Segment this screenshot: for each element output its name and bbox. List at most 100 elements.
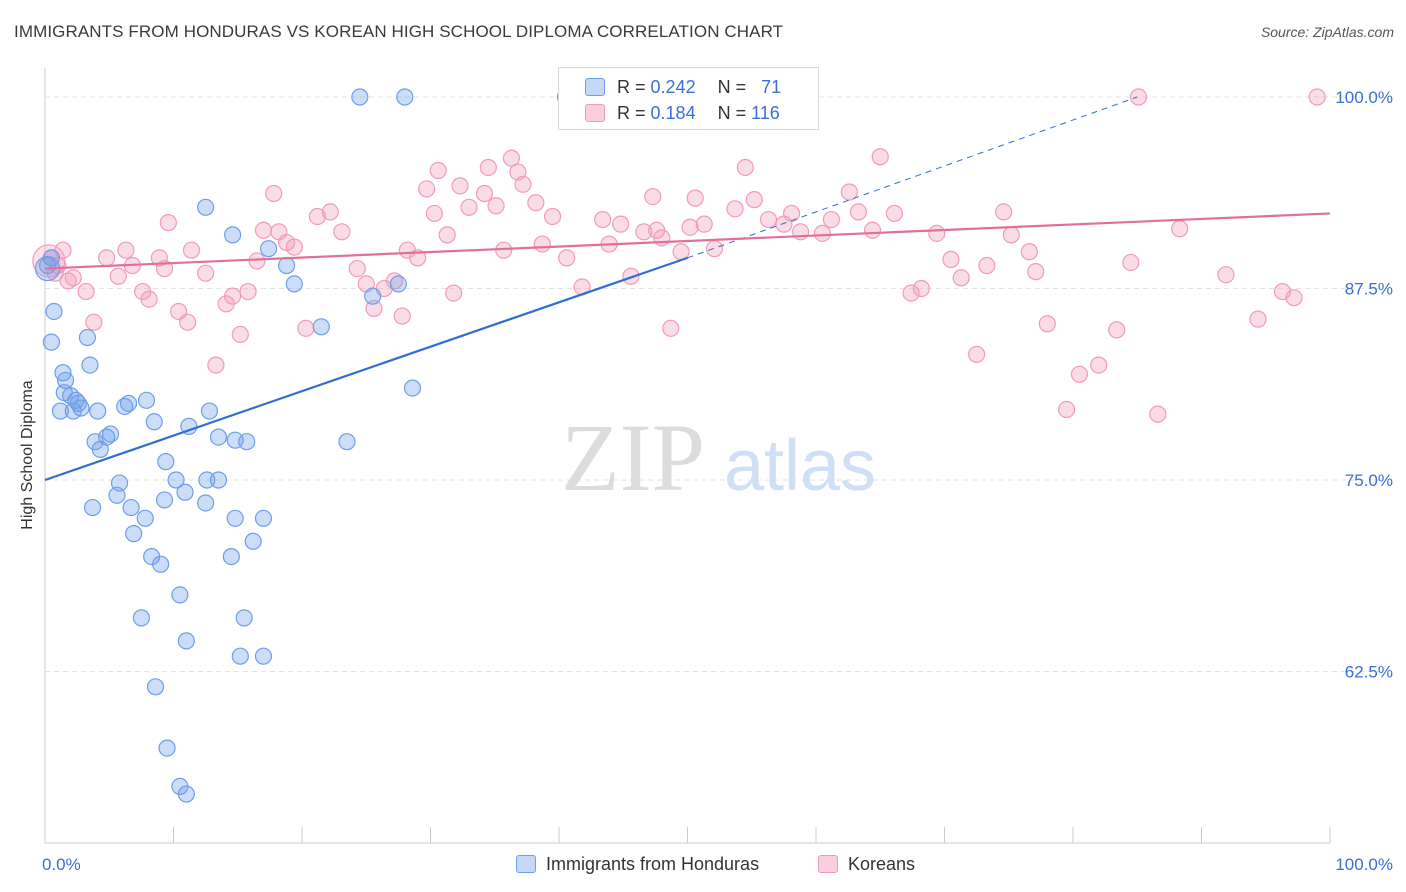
honduras-point — [136, 509, 154, 527]
korean-point — [365, 299, 383, 318]
korean-point — [1038, 315, 1056, 333]
y-tick-label: 100.0% — [1335, 88, 1393, 107]
axes — [44, 68, 1331, 844]
korean-point — [248, 252, 266, 270]
korean-point — [759, 210, 778, 229]
korean-point — [445, 284, 463, 302]
korean-point — [1020, 243, 1038, 261]
honduras-point — [235, 609, 253, 627]
korean-point — [231, 325, 249, 344]
korean-point — [59, 272, 77, 290]
korean-point — [612, 215, 630, 233]
trend-lines — [44, 96, 1331, 482]
korean-point — [822, 210, 841, 229]
honduras-point — [89, 402, 107, 420]
y-tick-label: 62.5% — [1345, 663, 1393, 682]
honduras-point — [152, 555, 170, 573]
honduras-point — [224, 226, 242, 244]
korean-point — [98, 249, 116, 267]
korean-point — [782, 204, 801, 223]
honduras-point — [338, 433, 356, 451]
honduras-point — [167, 471, 185, 489]
n-value: 116 — [751, 102, 780, 123]
korean-point — [912, 279, 930, 298]
korean-point — [705, 240, 724, 258]
bottom-legend-koreans: Koreans — [818, 852, 915, 876]
korean-point — [863, 221, 882, 239]
honduras-point — [177, 785, 195, 803]
honduras-point — [259, 240, 278, 258]
honduras-point — [51, 402, 70, 420]
korean-point — [1285, 289, 1303, 307]
korean-point — [968, 345, 986, 363]
honduras-point — [83, 498, 102, 517]
tick-labels: 100.0% 87.5% 75.0% 62.5% 0.0% 100.0% — [42, 88, 1393, 874]
honduras-point — [158, 739, 176, 757]
korean-point — [995, 203, 1013, 221]
honduras-point — [231, 647, 249, 665]
r-value: 0.184 — [650, 102, 696, 123]
korean-point — [254, 221, 273, 239]
honduras-point — [78, 328, 97, 347]
korean-point — [308, 207, 327, 226]
korean-point — [681, 218, 699, 236]
korean-point — [1171, 220, 1189, 238]
legend-row-koreans: R = 0.184 N = 116 — [585, 101, 780, 125]
korean-point — [543, 207, 562, 226]
korean-point — [1027, 263, 1045, 281]
stats-legend: R = 0.242 N = 71 R = 0.184 N = 116 — [558, 67, 819, 130]
korean-point — [952, 269, 970, 287]
honduras-point — [389, 275, 407, 293]
korean-point — [150, 249, 168, 267]
r-value: 0.242 — [650, 76, 696, 97]
y-axis-label: High School Diploma — [19, 380, 36, 530]
korean-point — [871, 148, 889, 166]
honduras-points — [34, 88, 575, 803]
koreans-trend-line — [44, 212, 1331, 270]
watermark: ZIP atlas — [561, 404, 876, 511]
korean-point — [333, 223, 351, 241]
koreans-swatch — [818, 855, 838, 873]
korean-point — [1090, 356, 1108, 374]
korean-point — [159, 214, 177, 232]
honduras-point — [177, 632, 195, 650]
n-value: 71 — [761, 76, 782, 97]
honduras-point — [254, 647, 273, 665]
korean-point — [745, 191, 763, 209]
honduras-point — [197, 494, 215, 512]
korean-point — [1217, 266, 1235, 284]
korean-point — [662, 319, 680, 337]
korean-point — [179, 313, 197, 331]
honduras-point — [132, 609, 150, 627]
honduras-point — [137, 391, 156, 409]
honduras-swatch — [516, 855, 536, 873]
korean-point — [840, 183, 859, 201]
korean-point — [418, 180, 436, 198]
korean-point — [635, 223, 653, 241]
korean-point — [1108, 321, 1126, 339]
korean-point — [1249, 310, 1267, 328]
honduras-point — [351, 88, 369, 106]
korean-point — [533, 235, 551, 253]
source-label: Source: ZipAtlas.com — [1260, 24, 1394, 40]
korean-point — [224, 287, 242, 305]
honduras-point — [222, 547, 240, 566]
honduras-point — [226, 509, 244, 527]
korean-point — [207, 356, 225, 374]
korean-point — [736, 158, 754, 177]
korean-point — [644, 187, 662, 206]
korean-point — [460, 198, 478, 216]
chart-title: IMMIGRANTS FROM HONDURAS VS KOREAN HIGH … — [14, 22, 784, 41]
x-tick-label: 100.0% — [1335, 855, 1393, 874]
honduras-point — [312, 318, 330, 336]
korean-point — [653, 229, 671, 247]
y-tick-label: 87.5% — [1345, 280, 1393, 299]
honduras-point — [157, 453, 175, 471]
n-label: N = — [717, 76, 747, 97]
r-label: R = — [617, 102, 646, 123]
korean-point — [686, 189, 704, 207]
honduras-point — [403, 379, 422, 397]
korean-point — [928, 224, 946, 242]
korean-point — [438, 226, 456, 244]
honduras-trend-line — [44, 256, 688, 482]
